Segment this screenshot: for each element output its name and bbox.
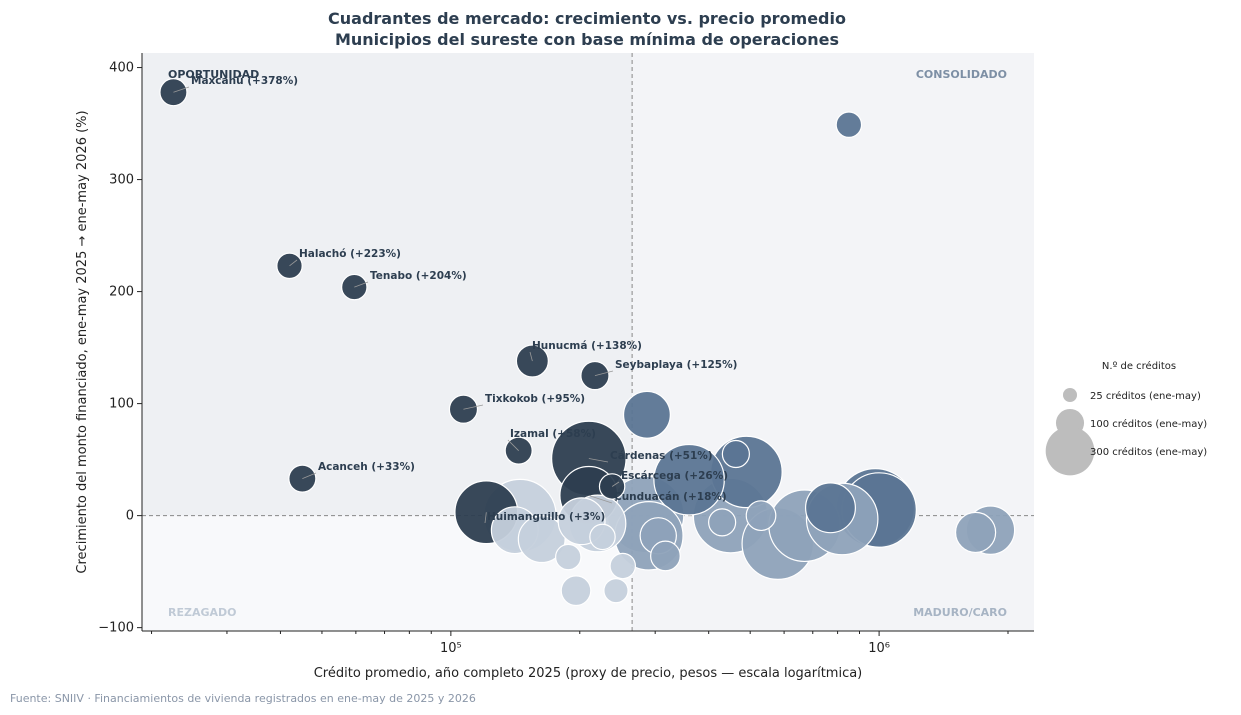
- y-tick-label: 100: [109, 397, 134, 412]
- data-point-consolidado: [804, 482, 856, 534]
- size-legend-label: 25 créditos (ene-may): [1090, 390, 1201, 402]
- data-point-rezagado: [603, 577, 629, 604]
- annotation-label: Acanceh (+33%): [318, 461, 415, 473]
- annotation-label: Seybaplaya (+125%): [615, 359, 737, 371]
- size-legend-title: N.º de créditos: [1102, 360, 1176, 372]
- data-point-rezagado: [589, 523, 616, 551]
- annotation-label: Izamal (+58%): [510, 428, 596, 440]
- data-point-maduro: [708, 508, 737, 537]
- annotations: Maxcanú (+378%) Halachó (+223%) Tenabo (+2…: [173, 75, 737, 524]
- data-point-maduro: [954, 511, 997, 554]
- annotation-leader: [588, 495, 613, 504]
- annotation-label: Tixkokob (+95%): [485, 393, 585, 405]
- quadrant-labels: OPORTUNIDAD CONSOLIDADO REZAGADO MADURO/CAR…: [168, 68, 1007, 619]
- size-legend-label: 100 créditos (ene-may): [1090, 418, 1207, 430]
- annotation-label: Maxcanú (+378%): [191, 75, 298, 87]
- data-point-consolidado: [622, 390, 671, 439]
- annotation-leader: [594, 370, 614, 376]
- quadrant-bg-consolidado: [632, 53, 1034, 516]
- annotation-leader: [529, 351, 533, 362]
- quadrant-label-bottom-left: REZAGADO: [168, 606, 237, 619]
- data-point-oportunidad: [580, 360, 610, 391]
- quadrant-label-top-left: OPORTUNIDAD: [168, 68, 259, 81]
- y-axis-label: Crecimiento del monto financiado, ene-ma…: [75, 110, 90, 573]
- annotation-label: Escárcega (+26%): [621, 470, 728, 482]
- size-legend-marker: [1062, 387, 1078, 403]
- annotation-leader: [173, 86, 190, 93]
- size-legend-label: 300 créditos (ene-may): [1090, 446, 1207, 458]
- data-point-consolidado: [721, 439, 750, 469]
- y-tick-label: 0: [126, 509, 134, 524]
- annotation-leader: [484, 512, 487, 524]
- y-tick-label: 400: [109, 61, 134, 76]
- source-note: Fuente: SNIIV · Financiamientos de vivie…: [10, 692, 476, 705]
- x-tick-label: 10⁶: [868, 641, 890, 656]
- annotation-leader: [588, 458, 609, 463]
- annotation-leader: [289, 259, 298, 267]
- quadrant-label-top-right: CONSOLIDADO: [916, 68, 1007, 81]
- y-tick-label: 200: [109, 285, 134, 300]
- axes: −100 0 100 200 300 400 10⁵ 10⁶: [98, 53, 1034, 656]
- data-point-rezagado: [555, 543, 582, 571]
- annotation-label: Hunucmá (+138%): [532, 340, 642, 352]
- x-tick-label: 10⁵: [440, 641, 462, 656]
- data-point-consolidado: [653, 443, 725, 516]
- annotation-label: Tenabo (+204%): [370, 270, 467, 282]
- annotation-leader: [463, 404, 484, 410]
- data-point-maduro: [650, 540, 681, 572]
- quadrant-label-bottom-right: MADURO/CARO: [913, 606, 1007, 619]
- annotation-label: Halachó (+223%): [299, 248, 401, 260]
- annotation-leader: [507, 439, 519, 451]
- data-point-consolidado: [835, 111, 863, 138]
- size-legend-marker: [1045, 426, 1095, 476]
- quadrant-bg-oportunidad: [142, 53, 633, 516]
- chart-title: Cuadrantes de mercado: crecimiento vs. p…: [328, 9, 846, 28]
- size-legend: N.º de créditos 25 créditos (ene-may) 100…: [1045, 360, 1207, 476]
- data-point-rezagado: [560, 575, 592, 607]
- data-point-rezagado: [609, 552, 637, 580]
- annotation-label: Huimanguillo (+3%): [487, 511, 605, 523]
- y-tick-label: −100: [98, 621, 134, 636]
- chart-subtitle: Municipios del sureste con base mínima d…: [335, 30, 839, 49]
- annotation-leader: [611, 481, 620, 487]
- annotation-label: Cárdenas (+51%): [610, 450, 713, 462]
- data-point-rezagado: [517, 515, 566, 564]
- x-axis-label: Crédito promedio, año completo 2025 (pro…: [314, 666, 863, 681]
- annotation-label: Cunduacán (+18%): [614, 491, 727, 503]
- data-point-maduro: [745, 500, 777, 532]
- y-tick-label: 300: [109, 173, 134, 188]
- annotation-leader: [354, 281, 369, 288]
- data-points: [159, 78, 1016, 607]
- annotation-leader: [302, 472, 317, 480]
